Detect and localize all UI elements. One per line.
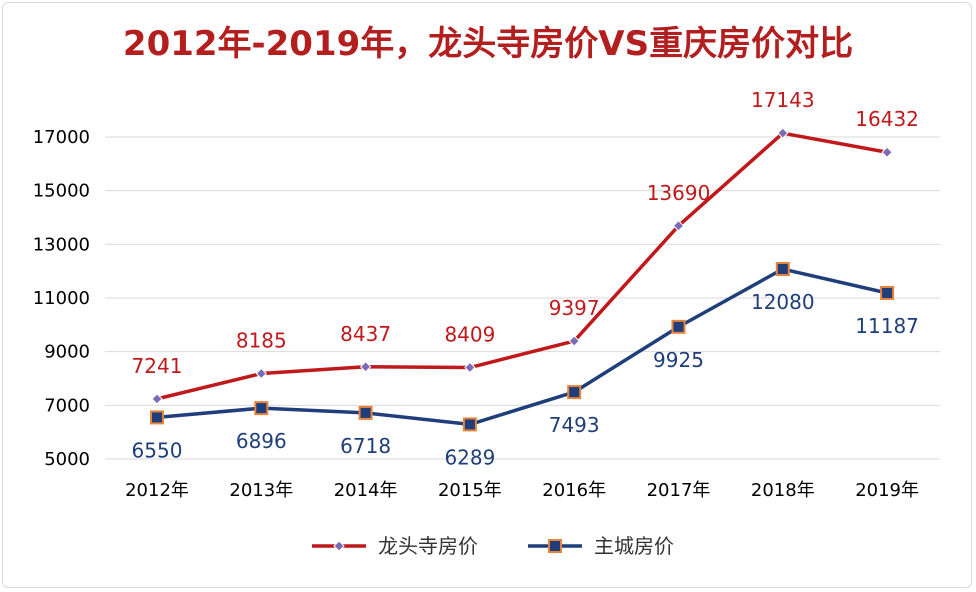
legend: 龙头寺房价 主城房价 — [312, 534, 674, 558]
data-point — [151, 393, 163, 405]
data-point — [880, 285, 895, 300]
data-point — [255, 367, 268, 380]
grid-lines — [105, 136, 940, 460]
x-tick-label: 2014年 — [334, 480, 398, 501]
x-tick-label: 2017年 — [647, 480, 711, 501]
data-point — [568, 335, 580, 347]
legend-label-1: 龙头寺房价 — [378, 534, 478, 558]
data-point — [775, 262, 790, 277]
y-tick-label: 9000 — [44, 342, 90, 363]
data-label: 11187 — [855, 314, 919, 338]
data-point — [672, 220, 685, 232]
data-label: 8409 — [444, 323, 495, 347]
data-label: 9397 — [549, 296, 600, 320]
data-point — [567, 385, 582, 400]
data-point — [462, 417, 477, 432]
data-label: 16432 — [855, 107, 919, 131]
data-point — [358, 405, 373, 420]
y-tick-label: 15000 — [33, 181, 90, 202]
data-label: 7241 — [132, 354, 183, 378]
x-tick-label: 2019年 — [855, 480, 919, 501]
legend-label-2: 主城房价 — [594, 534, 674, 558]
data-label: 9925 — [653, 348, 704, 372]
data-label: 6896 — [236, 429, 287, 453]
data-point — [464, 361, 476, 374]
y-tick-label: 13000 — [33, 234, 90, 255]
y-axis-ticks: 5000 7000 9000 11000 13000 15000 17000 — [33, 127, 90, 470]
x-axis-ticks: 2012年 2013年 2014年 2015年 2016年 2017年 2018年 2019年 — [125, 480, 919, 501]
series-line-1 — [156, 131, 888, 401]
y-tick-label: 11000 — [33, 288, 90, 309]
x-tick-label: 2012年 — [125, 480, 189, 501]
chart-title: 2012年-2019年，龙头寺房价VS重庆房价对比 — [123, 24, 853, 64]
data-point — [881, 146, 893, 158]
legend-marker — [333, 540, 345, 552]
data-label: 12080 — [751, 290, 815, 314]
data-label: 6718 — [340, 434, 391, 458]
data-point — [254, 401, 269, 416]
x-tick-label: 2018年 — [751, 480, 815, 501]
data-label: 6289 — [444, 445, 495, 469]
series-layer — [150, 127, 895, 432]
x-tick-label: 2013年 — [229, 480, 293, 501]
data-label: 8437 — [340, 322, 391, 346]
data-labels: 7241 8185 8437 8409 9397 13690 17143 16432 6550 6… — [132, 88, 919, 469]
data-label: 7493 — [549, 413, 600, 437]
data-label: 13690 — [647, 181, 711, 205]
data-label: 8185 — [236, 329, 287, 353]
y-tick-label: 17000 — [33, 127, 90, 148]
data-label: 6550 — [132, 438, 183, 462]
x-tick-label: 2015年 — [438, 480, 502, 501]
x-tick-label: 2016年 — [542, 480, 606, 501]
data-label: 17143 — [751, 88, 815, 112]
data-point — [777, 127, 789, 139]
y-tick-label: 7000 — [44, 395, 90, 416]
legend-marker — [548, 539, 562, 553]
data-point — [150, 410, 164, 425]
data-point — [671, 319, 686, 334]
y-tick-label: 5000 — [44, 449, 90, 470]
data-point — [359, 361, 372, 373]
series-line-2 — [156, 267, 888, 427]
